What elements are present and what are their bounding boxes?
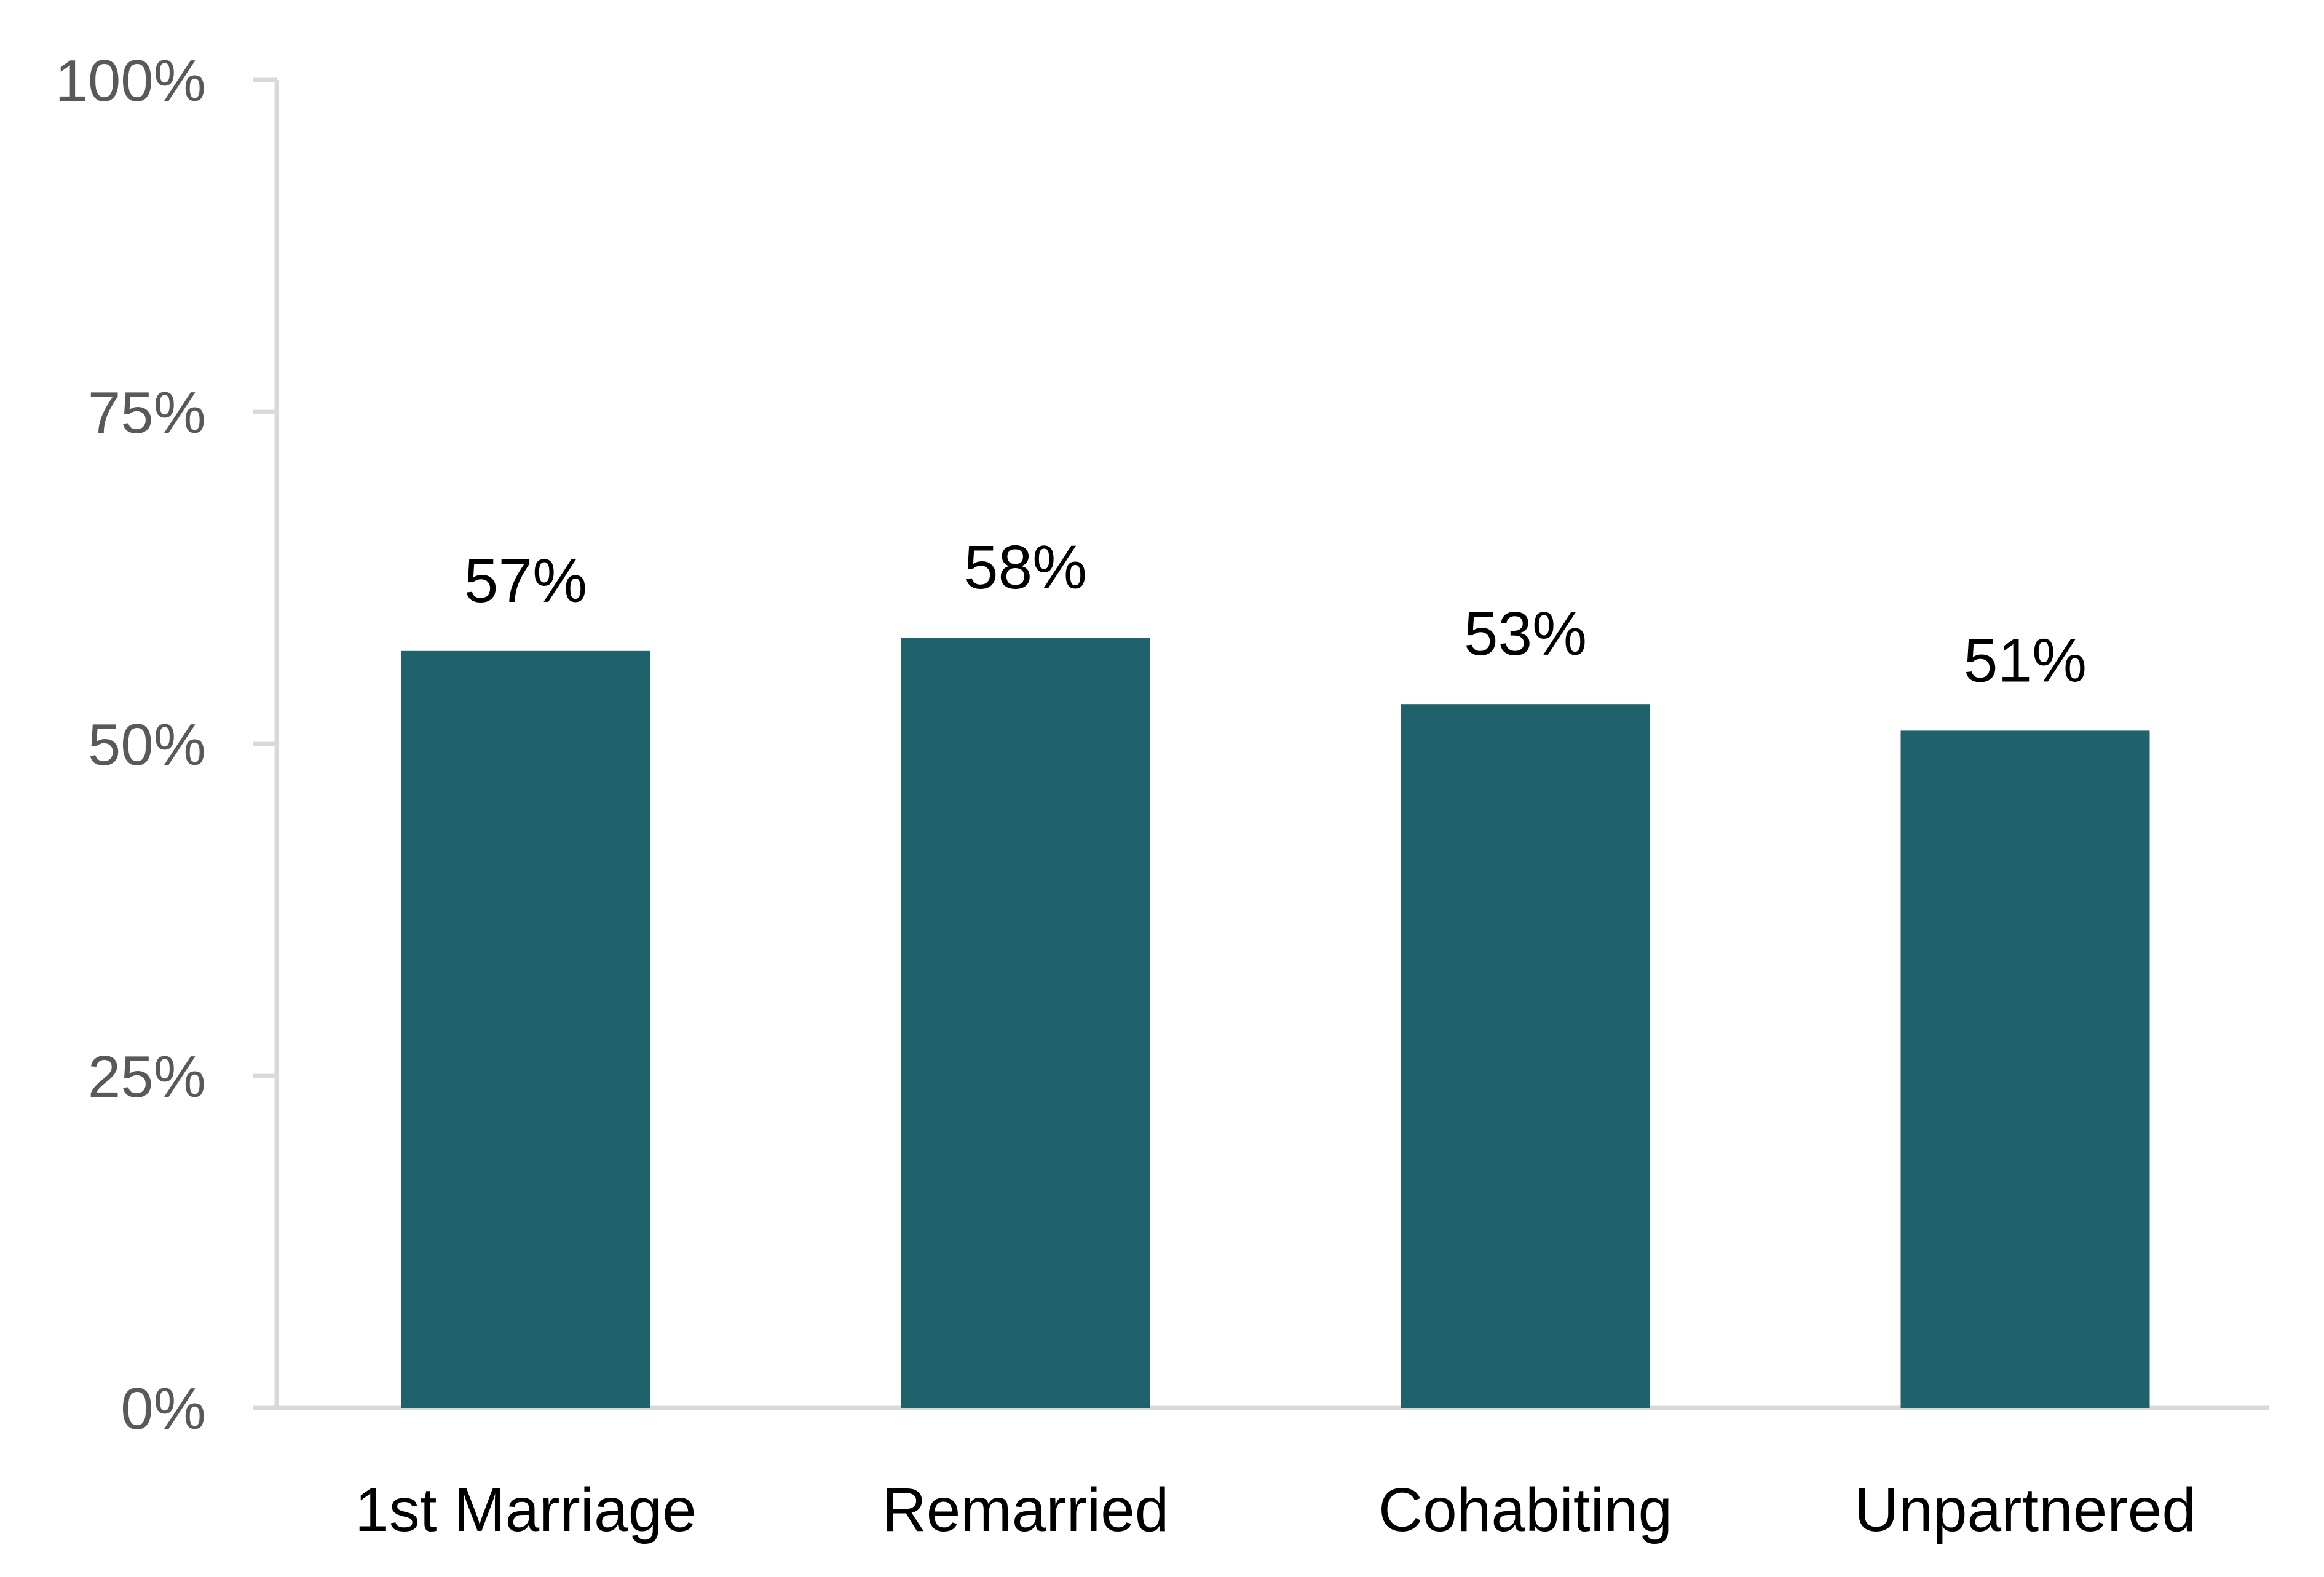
x-tick-label: Remarried [882,1476,1169,1544]
bar-cohabiting [1401,704,1650,1408]
y-tick-label: 25% [88,1044,206,1110]
bars [401,638,2150,1408]
y-tick-label: 0% [121,1376,206,1442]
y-tick-label: 75% [88,380,206,446]
data-label: 51% [1964,626,2087,695]
data-label: 58% [964,533,1087,602]
y-tick-label: 100% [55,48,206,114]
bar-1st-marriage [401,650,650,1408]
data-label: 53% [1464,599,1587,668]
x-tick-label: 1st Marriage [355,1476,697,1544]
x-tick-label: Cohabiting [1378,1476,1672,1544]
bar-remarried [901,638,1150,1408]
data-label: 57% [464,547,587,615]
labels: 57% 1st Marriage 58% Remarried 53% Cohabiting… [355,533,2196,1544]
x-tick-label: Unpartnered [1854,1476,2196,1544]
bar-unpartnered [1900,730,2150,1408]
y-tick-label: 50% [88,712,206,778]
